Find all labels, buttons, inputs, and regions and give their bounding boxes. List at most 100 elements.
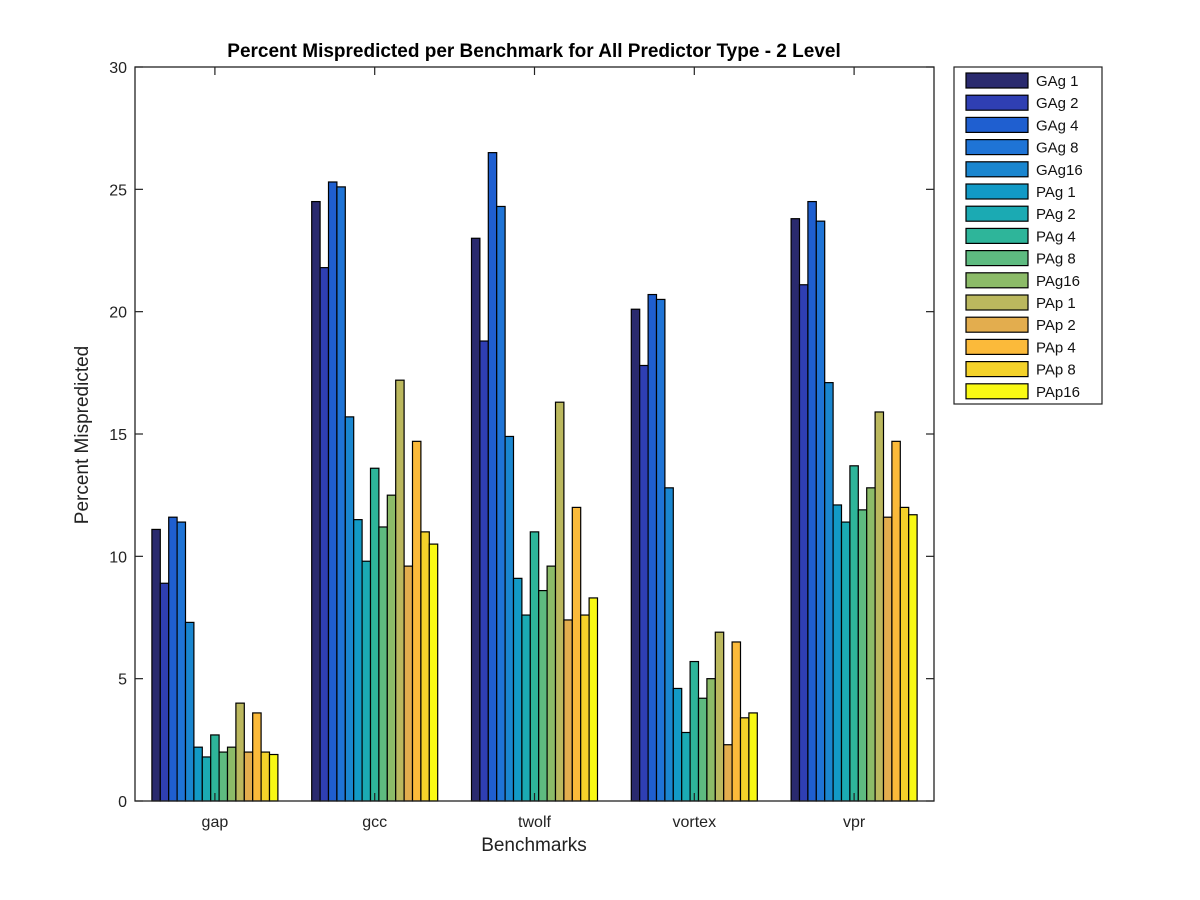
bar-gap-pag16: [226, 746, 237, 802]
bar-twolf-pap4: [571, 506, 582, 802]
x-tick-label: vpr: [843, 814, 866, 831]
bar-twolf-pap8: [580, 614, 590, 802]
legend-label: PAg 4: [1036, 228, 1076, 245]
bar-gcc-gag2: [319, 267, 330, 802]
bar-gcc-pag1: [353, 519, 363, 802]
legend-label: PAp16: [1036, 384, 1080, 401]
legend-label: PAp 2: [1036, 317, 1076, 334]
bar-twolf-pag2: [521, 614, 531, 802]
legend-label: GAg 1: [1036, 73, 1079, 90]
legend-swatch: [965, 316, 1029, 333]
bar-group: [151, 152, 918, 802]
bar-vortex-gag16: [664, 487, 674, 802]
legend-label: PAg 8: [1036, 251, 1076, 268]
x-tick-label: vortex: [673, 814, 717, 831]
bar-twolf-gag2: [479, 340, 489, 802]
legend-label: GAg 8: [1036, 140, 1079, 157]
bar-vortex-pag8: [697, 697, 708, 802]
bar-twolf-pag1: [512, 577, 523, 802]
bar-twolf-pap16: [588, 597, 599, 802]
bar-gcc-pap4: [411, 440, 422, 802]
legend-swatch: [965, 294, 1029, 311]
legend-swatch: [965, 183, 1029, 200]
y-tick-label: 15: [109, 427, 127, 444]
bar-vortex-pag4: [689, 660, 700, 802]
bar-gcc-gag16: [344, 416, 355, 802]
bar-twolf-pag4: [529, 531, 540, 802]
bar-vortex-gag8: [655, 298, 666, 802]
bar-vpr-pap4: [891, 440, 901, 802]
bar-twolf-pag8: [538, 589, 548, 802]
bar-twolf-gag1: [470, 237, 481, 802]
bar-vpr-pap8: [899, 506, 910, 802]
bar-gap-pap16: [268, 753, 279, 802]
bar-gap-pap8: [260, 751, 271, 802]
bar-vpr-pap1: [874, 411, 885, 802]
y-tick-label: 20: [109, 305, 127, 322]
bar-gap-gag2: [159, 582, 170, 802]
chart-title: Percent Mispredicted per Benchmark for A…: [227, 41, 840, 62]
bar-gap-gag16: [184, 621, 195, 802]
bar-vortex-gag2: [639, 364, 649, 802]
bar-vpr-gag16: [824, 382, 834, 802]
x-tick-label: gcc: [362, 814, 387, 831]
bar-gcc-gag1: [311, 200, 321, 802]
legend-swatch: [965, 250, 1029, 267]
x-axis-label: Benchmarks: [481, 835, 587, 856]
y-tick-label: 5: [118, 672, 127, 689]
bar-vortex-pap8: [739, 717, 750, 802]
legend-swatch: [965, 361, 1029, 378]
bar-vortex-pap16: [748, 712, 758, 802]
legend-label: GAg 4: [1036, 117, 1079, 134]
bar-vpr-pag4: [849, 465, 859, 802]
bar-gcc-pag4: [369, 467, 380, 802]
bar-gcc-pag16: [386, 494, 397, 802]
bar-twolf-pap1: [554, 401, 565, 802]
bar-vpr-gag1: [790, 218, 801, 802]
bar-gap-gag1: [151, 528, 161, 802]
legend-swatch: [965, 383, 1029, 400]
bar-gap-pag2: [201, 756, 212, 802]
bar-gap-pap1: [235, 702, 245, 802]
bar-gcc-pap8: [420, 531, 430, 802]
legend-swatch: [965, 205, 1029, 222]
bar-gap-pag8: [218, 751, 229, 802]
bar-vpr-pag1: [832, 504, 843, 802]
bar-gcc-pap1: [395, 379, 405, 802]
bar-vpr-gag2: [798, 284, 809, 802]
bar-vortex-pap4: [731, 641, 742, 802]
y-tick-label: 10: [109, 549, 127, 566]
bar-twolf-gag4: [487, 152, 498, 802]
bar-twolf-pag16: [546, 565, 557, 802]
legend-label: PAp 8: [1036, 362, 1076, 379]
bar-gcc-pap2: [403, 565, 414, 802]
bar-gap-gag8: [176, 521, 187, 802]
bar-vortex-gag4: [647, 293, 658, 802]
bar-gcc-pag2: [361, 560, 372, 802]
bar-vpr-gag8: [815, 220, 826, 802]
legend-label: PAg 2: [1036, 206, 1076, 223]
legend-swatch: [965, 116, 1029, 134]
bar-vortex-gag1: [630, 308, 641, 802]
bar-gap-pag1: [193, 746, 203, 802]
bar-vpr-pap2: [882, 516, 893, 802]
legend-swatch: [965, 272, 1029, 289]
bar-gap-pap4: [252, 712, 262, 802]
legend-swatch: [965, 72, 1029, 89]
bar-vpr-pag8: [857, 509, 868, 802]
y-axis-label: Percent Mispredicted: [72, 346, 93, 524]
x-tick-label: twolf: [518, 814, 551, 831]
legend-swatch: [965, 139, 1029, 156]
bar-vpr-pag2: [840, 521, 851, 802]
bar-vortex-pap2: [723, 744, 733, 802]
bar-vortex-pag16: [706, 678, 716, 802]
axes: 0 5 10 15 20 25 30 gap gcc twolf vortex vpr: [109, 60, 935, 831]
legend-swatch: [965, 227, 1029, 244]
bar-vortex-pag2: [681, 731, 691, 802]
bar-vortex-pap1: [714, 631, 725, 802]
legend: GAg 1 GAg 2 GAg 4 GAg 8 GAg16 PAg 1 PAg 2 PAg 4…: [953, 66, 1103, 405]
legend-label: PAp 1: [1036, 295, 1076, 312]
legend-label: PAg16: [1036, 273, 1080, 290]
bar-gap-gag4: [168, 516, 178, 802]
